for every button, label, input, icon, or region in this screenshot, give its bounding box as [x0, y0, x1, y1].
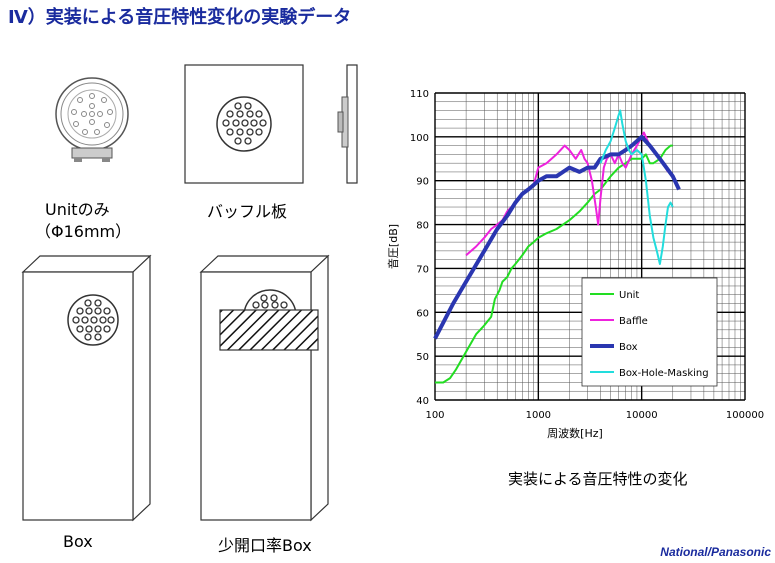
series-line-box [433, 134, 681, 340]
legend-label-0: Unit [619, 290, 639, 301]
baffle-caption: バッフル板 [207, 202, 288, 221]
masked-box-illustration [199, 254, 330, 522]
y-tick-label-0: 40 [416, 396, 429, 407]
chart-x-tick-labels: 100 1000 10000 100000 [425, 410, 764, 421]
box-caption: Box [63, 532, 93, 551]
y-tick-label-2: 60 [416, 308, 429, 319]
page-title: Ⅳ）実装による音圧特性変化の実験データ [8, 7, 352, 28]
y-tick-label-6: 100 [410, 133, 429, 144]
box-illustration [21, 254, 152, 522]
x-tick-label-0: 100 [425, 410, 444, 421]
y-tick-label-3: 70 [416, 264, 429, 275]
chart-x-axis-label: 周波数[Hz] [547, 427, 603, 440]
baffle-illustration [184, 64, 358, 184]
chart-legend-entries: Unit Baffle Box Box-Hole-Masking [590, 290, 709, 379]
masked-box-caption: 少開口率Box [218, 536, 312, 555]
chart-legend [581, 277, 718, 387]
chart-series-layer [433, 109, 681, 384]
chart-y-tick-labels: 40 50 60 70 80 90 100 110 [410, 89, 429, 407]
brand-logo-text: National/Panasonic [660, 545, 771, 559]
unit-caption-line2: （Φ16mm） [35, 222, 132, 241]
y-tick-label-4: 80 [416, 221, 429, 232]
y-tick-label-5: 90 [416, 177, 429, 188]
chart-y-axis-label: 音圧[dB] [386, 224, 400, 269]
y-tick-label-7: 110 [410, 89, 429, 100]
spl-chart: Unit Baffle Box Box-Hole-Masking 40 50 60 70 80… [386, 89, 764, 440]
chart-title: 実装による音圧特性の変化 [508, 470, 688, 488]
unit-caption-line1: Unitのみ [45, 200, 110, 219]
x-tick-label-3: 100000 [726, 410, 764, 421]
x-tick-label-2: 10000 [626, 410, 658, 421]
legend-label-3: Box-Hole-Masking [619, 368, 709, 379]
legend-label-1: Baffle [619, 316, 648, 327]
unit-speaker-illustration [55, 77, 129, 162]
y-tick-label-1: 50 [416, 352, 429, 363]
series-line-box-hole-masking [599, 109, 674, 265]
series-line-unit [435, 144, 673, 384]
legend-label-2: Box [619, 342, 638, 353]
x-tick-label-1: 1000 [526, 410, 551, 421]
